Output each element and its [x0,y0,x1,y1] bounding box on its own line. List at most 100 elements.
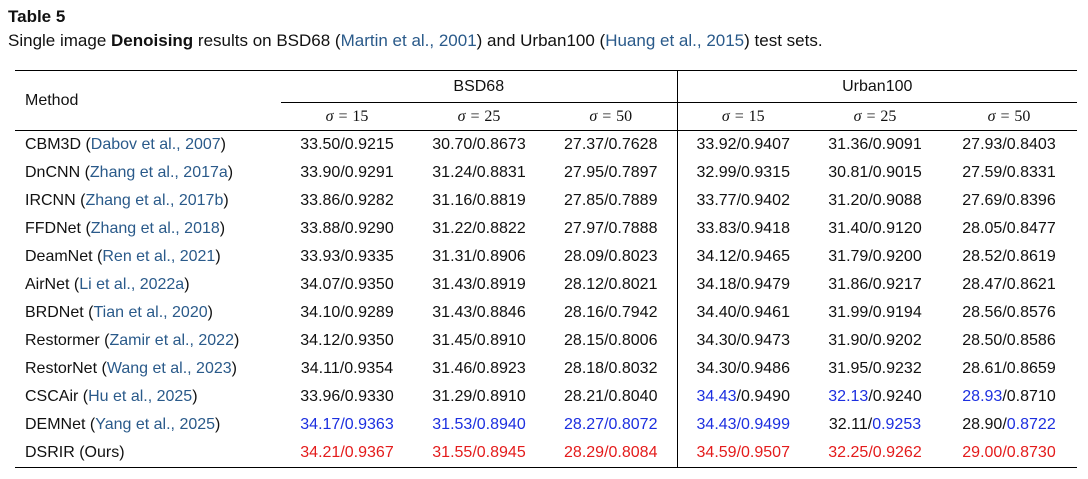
citation-link[interactable]: Huang et al., 2015 [605,31,745,50]
ssim-value: 0.9290 [344,220,394,237]
citation-link[interactable]: Zhang et al., 2017a [89,164,228,181]
score-cell: 28.29/0.8084 [545,439,677,468]
citation-link[interactable]: Dabov et al., 2007 [90,136,221,153]
sigma-value: 15 [352,107,369,125]
method-cell: FFDNet (Zhang et al., 2018) [25,220,226,237]
psnr-value: 34.12 [696,248,737,265]
ssim-value: 0.8910 [476,332,526,349]
score-cell: 28.18/0.8032 [564,360,658,377]
ssim-value: 0.7897 [608,164,658,181]
psnr-value: 28.12 [564,276,605,293]
sigma-header: σ = 25 [413,103,545,131]
ssim-value: 0.9350 [344,276,394,293]
ssim-value: 0.8822 [476,220,526,237]
score-cell: 28.90/0.8722 [962,416,1056,433]
psnr-value: 34.40 [696,304,737,321]
ssim-value: 0.9486 [741,360,790,377]
sigma-header: σ = 15 [281,103,413,131]
psnr-value: 31.43 [432,276,473,293]
psnr-value: 28.52 [962,248,1003,265]
method-cell: DnCNN (Zhang et al., 2017a) [25,164,234,181]
score-cell: 30.81/0.9015 [828,164,922,181]
ssim-value: 0.8923 [476,360,526,377]
psnr-value: 33.96 [300,388,341,405]
score-cell: 29.00/0.8730 [941,439,1077,468]
table-row: AirNet (Li et al., 2022a) 34.07/0.9350 31.… [15,271,1077,299]
sigma-value: 25 [880,107,897,125]
citation-link[interactable]: Li et al., 2022a [79,276,185,293]
caption-middle: results on BSD68 ( [193,31,341,50]
ssim-value: 0.9120 [872,220,922,237]
psnr-value: 28.90 [962,416,1003,433]
ssim-value: 0.9367 [344,444,394,461]
ssim-value: 0.9354 [344,360,394,377]
psnr-value: 31.29 [432,388,473,405]
score-cell: 34.40/0.9461 [676,299,809,327]
score-cell: 28.12/0.8021 [564,276,658,293]
ssim-value: 0.9363 [344,416,394,433]
ssim-value: 0.8846 [476,304,526,321]
score-cell: 28.93/0.8710 [962,388,1056,405]
ssim-value: 0.8576 [1006,304,1056,321]
ssim-value: 0.7628 [608,136,658,153]
psnr-value: 34.30 [696,360,737,377]
psnr-value: 30.81 [828,164,869,181]
table-row: BRDNet (Tian et al., 2020) 34.10/0.9289 31… [15,299,1077,327]
ssim-value: 0.9289 [344,304,394,321]
score-cell: 31.43/0.8846 [432,304,526,321]
psnr-value: 32.25 [828,444,869,461]
score-cell: 31.40/0.9120 [828,220,922,237]
citation-link[interactable]: Hu et al., 2025 [88,388,193,405]
score-cell: 34.07/0.9350 [300,276,394,293]
citation-link[interactable]: Ren et al., 2021 [102,248,216,265]
psnr-value: 31.95 [828,360,869,377]
psnr-value: 32.13 [828,388,869,405]
ssim-value: 0.8477 [1006,220,1056,237]
psnr-value: 31.22 [432,220,473,237]
psnr-value: 34.12 [300,332,341,349]
ssim-value: 0.8084 [608,444,658,461]
score-cell: 33.86/0.9282 [300,192,394,209]
score-cell: 28.50/0.8586 [962,332,1056,349]
citation-link[interactable]: Martin et al., 2001 [340,31,477,50]
citation-link[interactable]: Wang et al., 2023 [106,360,232,377]
psnr-value: 28.05 [962,220,1003,237]
score-cell: 33.88/0.9290 [300,220,394,237]
score-cell: 33.96/0.9330 [300,388,394,405]
method-name: AirNet [25,276,70,293]
ssim-value: 0.8710 [1006,388,1056,405]
table-description: Single image Denoising results on BSD68 … [8,28,823,54]
ssim-value: 0.9479 [741,276,790,293]
psnr-value: 31.53 [432,416,473,433]
citation-link[interactable]: Tian et al., 2020 [93,304,208,321]
citation-link[interactable]: Zhang et al., 2018 [90,220,220,237]
psnr-value: 34.11 [300,360,340,377]
score-cell: 28.21/0.8040 [564,388,658,405]
score-cell: 31.36/0.9091 [809,130,941,159]
psnr-value: 31.79 [828,248,869,265]
psnr-value: 27.97 [564,220,605,237]
psnr-value: 31.31 [432,248,473,265]
score-cell: 28.52/0.8619 [962,248,1056,265]
citation-link[interactable]: Yang et al., 2025 [95,416,216,433]
method-cell: DEMNet (Yang et al., 2025) [25,416,221,433]
score-cell: 31.79/0.9200 [828,248,922,265]
citation-link[interactable]: Zamir et al., 2022 [109,332,234,349]
ssim-value: 0.9402 [741,192,790,209]
score-cell: 31.90/0.9202 [828,332,922,349]
score-cell: 28.56/0.8576 [962,304,1056,321]
ssim-value: 0.8021 [608,276,658,293]
score-cell: 31.53/0.8940 [432,416,526,433]
score-cell: 31.46/0.8923 [432,360,526,377]
method-name: Restormer [25,332,100,349]
citation-link[interactable]: Zhang et al., 2017b [85,192,224,209]
table-row: DnCNN (Zhang et al., 2017a) 33.90/0.9291 3… [15,159,1077,187]
method-cell: CBM3D (Dabov et al., 2007) [15,130,281,159]
method-name: RestorNet [25,360,98,377]
ssim-value: 0.9088 [872,192,922,209]
score-cell: 31.99/0.9194 [828,304,922,321]
psnr-value: 33.88 [300,220,341,237]
ssim-value: 0.8730 [1006,444,1056,461]
sigma-header: σ = 50 [941,103,1077,131]
score-cell: 31.43/0.8919 [432,276,526,293]
